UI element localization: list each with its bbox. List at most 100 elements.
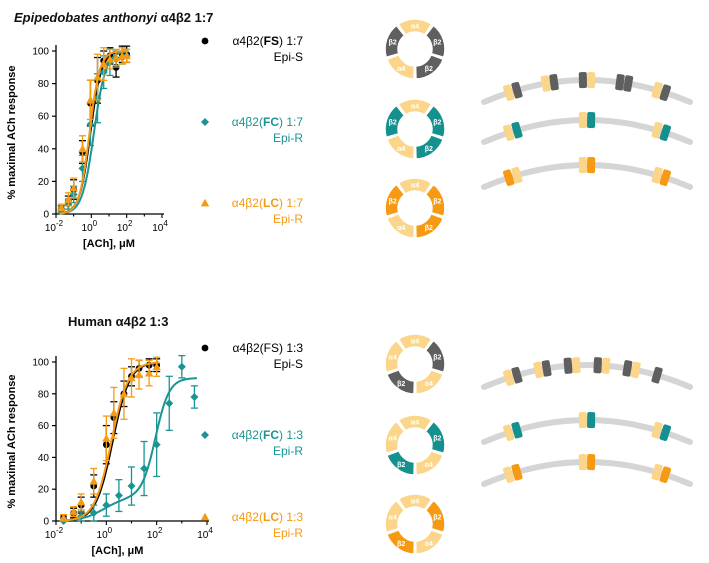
data-point bbox=[59, 513, 68, 522]
series-lc bbox=[59, 356, 161, 522]
binding-site-strand bbox=[481, 72, 693, 105]
x-tick-exponent: -2 bbox=[56, 219, 64, 228]
subunit-label: α4 bbox=[411, 499, 419, 506]
x-axis-label: [ACh], μM bbox=[92, 545, 144, 557]
subunit-label: α4 bbox=[425, 462, 433, 469]
subunit-segment bbox=[424, 104, 446, 139]
legend-label: α4β2(FC) 1:3 bbox=[232, 428, 304, 442]
chart-title-species: Epipedobates anthonyi bbox=[14, 10, 157, 25]
binding-site-strand bbox=[481, 112, 693, 145]
x-axis-label: [ACh], μM bbox=[83, 238, 135, 250]
subunit-segment bbox=[385, 528, 416, 555]
data-point bbox=[57, 203, 66, 211]
subunit-label: α4 bbox=[389, 515, 397, 522]
subunit-label: β2 bbox=[397, 541, 405, 548]
subunit-segment bbox=[414, 212, 445, 239]
subunit-label: α4 bbox=[425, 381, 433, 388]
binding-site-block bbox=[511, 121, 523, 139]
subunit-label: β2 bbox=[433, 436, 441, 443]
x-tick-label: 104 bbox=[152, 219, 168, 234]
binding-site-block bbox=[587, 157, 596, 174]
data-point bbox=[144, 368, 154, 377]
binding-site-block bbox=[578, 157, 587, 174]
subunit-label: α4 bbox=[411, 183, 419, 190]
legend-entry-fs: α4β2(FS) 1:7 Epi-S bbox=[201, 34, 303, 64]
binding-site-block bbox=[659, 424, 672, 442]
fit-curve bbox=[60, 361, 160, 522]
legend-label-bold: LC bbox=[263, 510, 279, 524]
subunit-segment bbox=[385, 212, 416, 239]
data-point bbox=[134, 370, 144, 379]
binding-site-block bbox=[651, 166, 663, 184]
binding-site-block bbox=[540, 75, 551, 92]
x-tick-exponent: 0 bbox=[93, 219, 98, 228]
data-point bbox=[122, 51, 131, 60]
data-point bbox=[127, 482, 136, 491]
binding-site-block bbox=[651, 121, 663, 139]
subunit-segment bbox=[384, 499, 406, 534]
chart-panel-1: Epipedobates anthonyi α4β2 1:70204060801… bbox=[6, 10, 693, 250]
binding-site-block bbox=[533, 361, 544, 379]
subunit-segment bbox=[424, 339, 446, 374]
series-fc bbox=[59, 354, 199, 525]
binding-site-strand bbox=[481, 157, 693, 190]
legend-label-pre: α4β2(FS) 1:3 bbox=[232, 341, 303, 355]
legend-label-pre: α4β2( bbox=[232, 34, 263, 48]
subunit-segment bbox=[385, 449, 416, 476]
legend-label-post: ) 1:3 bbox=[279, 428, 303, 442]
data-point bbox=[119, 389, 129, 398]
legend-entry-lc: α4β2(LC) 1:7 Epi-R bbox=[200, 196, 304, 226]
binding-site-block bbox=[587, 412, 596, 429]
binding-site-block bbox=[502, 369, 515, 387]
subunit-label: α4 bbox=[411, 24, 419, 31]
subunit-label: β2 bbox=[433, 120, 441, 127]
x-tick-label: 104 bbox=[197, 526, 213, 541]
legend-sublabel: Epi-S bbox=[274, 357, 303, 371]
y-tick-label: 40 bbox=[38, 144, 50, 155]
binding-site-block bbox=[651, 421, 663, 439]
binding-site-block bbox=[622, 360, 633, 377]
subunit-label: β2 bbox=[397, 381, 405, 388]
subunit-segment bbox=[414, 528, 445, 555]
subunit-label: β2 bbox=[425, 225, 433, 232]
y-tick-label: 60 bbox=[38, 112, 50, 123]
binding-site-block bbox=[511, 463, 523, 481]
y-axis-label: % maximal ACh response bbox=[6, 374, 18, 508]
x-tick-exponent: 4 bbox=[163, 219, 168, 228]
fit-curve bbox=[59, 50, 129, 215]
x-tick-base: 10 bbox=[45, 530, 57, 541]
y-tick-label: 0 bbox=[43, 210, 49, 221]
binding-site-block bbox=[615, 74, 625, 91]
binding-site-block bbox=[659, 124, 672, 142]
subunit-label: β2 bbox=[389, 40, 397, 47]
subunit-ring: α4 β2 β2 α4 β2 bbox=[384, 18, 446, 80]
data-point bbox=[140, 464, 149, 473]
subunit-segment bbox=[397, 98, 433, 116]
y-tick-label: 100 bbox=[32, 47, 49, 58]
subunit-segment bbox=[414, 449, 445, 476]
binding-site-block bbox=[502, 424, 515, 442]
x-tick-exponent: 4 bbox=[208, 526, 213, 535]
data-point bbox=[64, 195, 73, 203]
subunit-label: α4 bbox=[411, 339, 419, 346]
legend-entry-fc: α4β2(FC) 1:3 Epi-R bbox=[201, 428, 303, 458]
binding-site-block bbox=[549, 74, 559, 91]
legend-sublabel: Epi-R bbox=[273, 444, 303, 458]
subunit-segment bbox=[384, 104, 406, 139]
subunit-ring: α4 β2 β2 α4 β2 bbox=[384, 177, 446, 239]
legend-sublabel: Epi-R bbox=[273, 526, 303, 540]
subunit-label: α4 bbox=[397, 225, 405, 232]
data-point bbox=[69, 507, 78, 515]
binding-site-block bbox=[587, 72, 596, 89]
subunit-label: α4 bbox=[411, 104, 419, 111]
subunit-ring: α4 β2 α4 β2 α4 bbox=[384, 493, 446, 555]
y-tick-label: 0 bbox=[43, 517, 49, 528]
data-point bbox=[89, 509, 98, 518]
subunit-segment bbox=[397, 18, 433, 36]
legend-label: α4β2(LC) 1:3 bbox=[232, 510, 304, 524]
binding-site-block bbox=[587, 112, 596, 129]
subunit-segment bbox=[385, 368, 416, 395]
legend-label: α4β2(LC) 1:7 bbox=[232, 196, 304, 210]
legend-entry-lc: α4β2(LC) 1:3 Epi-R bbox=[200, 510, 304, 540]
